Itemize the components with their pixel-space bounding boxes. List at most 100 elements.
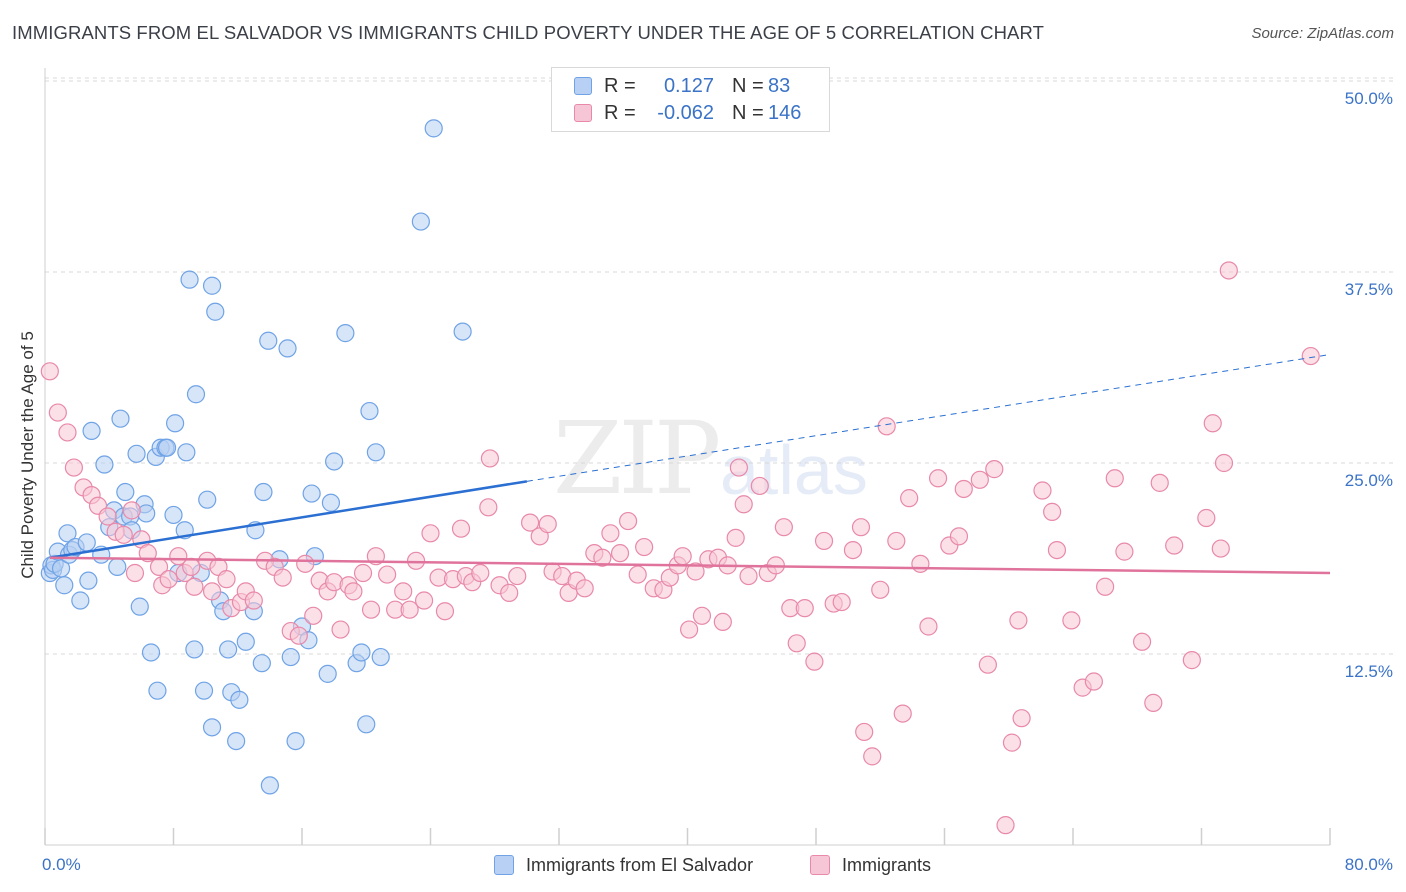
el-salvador-point-6 xyxy=(55,576,74,595)
el-salvador-point-40 xyxy=(180,270,199,289)
immigrants-point-71 xyxy=(575,579,594,598)
y-axis-label: Child Poverty Under the Age of 5 xyxy=(18,331,37,579)
immigrants-point-53 xyxy=(435,602,455,621)
immigrants-point-58 xyxy=(471,563,490,583)
immigrants-point-31 xyxy=(273,568,292,587)
y-tick-label-0: 12.5% xyxy=(1345,662,1393,681)
immigrants-point-123 xyxy=(985,460,1004,479)
immigrants-point-141 xyxy=(1182,651,1201,670)
el-salvador-point-20 xyxy=(111,409,130,428)
immigrants-point-110 xyxy=(871,580,890,599)
el-salvador-point-55 xyxy=(236,632,255,651)
el-salvador-point-35 xyxy=(164,505,183,525)
legend-row-pink: R = -0.062 N = 146 xyxy=(574,100,808,126)
r-value: -0.062 xyxy=(657,101,714,124)
immigrants-point-78 xyxy=(635,537,654,557)
immigrants-point-74 xyxy=(601,524,620,543)
immigrants-point-138 xyxy=(1144,693,1163,712)
el-salvador-point-39 xyxy=(177,443,196,462)
y-tick-label-1: 25.0% xyxy=(1345,471,1393,490)
el-salvador-point-58 xyxy=(252,654,271,673)
y-tick-label-2: 37.5% xyxy=(1345,280,1393,299)
el-salvador-point-34 xyxy=(157,438,177,457)
el-salvador-point-60 xyxy=(259,331,278,350)
immigrants-point-109 xyxy=(863,747,882,766)
el-salvador-point-25 xyxy=(127,444,146,463)
immigrants-point-100 xyxy=(787,634,806,653)
x-tick-label-max: 80.0% xyxy=(1345,855,1393,874)
el-salvador-point-51 xyxy=(219,640,238,659)
immigrants-point-117 xyxy=(928,469,948,488)
immigrants-point-11 xyxy=(125,563,145,583)
immigrants-point-64 xyxy=(520,513,540,532)
el-salvador-point-45 xyxy=(198,490,217,509)
el-salvador-point-75 xyxy=(352,643,371,662)
immigrants-point-63 xyxy=(508,566,527,586)
blue-swatch-icon xyxy=(574,77,592,95)
immigrants-point-51 xyxy=(421,524,440,543)
el-salvador-point-26 xyxy=(130,597,149,616)
immigrants-point-73 xyxy=(593,548,612,567)
el-salvador-point-7 xyxy=(58,524,77,543)
el-salvador-point-41 xyxy=(185,640,204,659)
correlation-legend: R = 0.127 N = 83 R = -0.062 N = 146 xyxy=(551,67,830,132)
el-salvador-point-44 xyxy=(194,681,214,700)
series-el-salvador-points xyxy=(40,119,472,795)
immigrants-point-137 xyxy=(1132,632,1152,651)
immigrants-point-85 xyxy=(686,562,705,581)
legend-label-el-salvador: Immigrants from El Salvador xyxy=(526,854,754,875)
immigrants-point-143 xyxy=(1203,414,1222,433)
n-label: N = xyxy=(732,101,764,124)
immigrants-point-129 xyxy=(1043,502,1062,521)
trend-el-salvador-solid xyxy=(49,480,528,559)
immigrants-point-95 xyxy=(750,476,769,496)
legend-label-immigrants: Immigrants xyxy=(842,854,932,875)
legend-item-immigrants: Immigrants xyxy=(810,852,931,878)
immigrants-point-134 xyxy=(1096,577,1115,596)
trend-el-salvador-dashed xyxy=(526,354,1331,482)
el-salvador-point-54 xyxy=(230,690,249,709)
immigrants-point-116 xyxy=(919,617,938,636)
immigrants-point-35 xyxy=(304,606,323,625)
el-salvador-point-13 xyxy=(79,571,98,590)
immigrants-point-84 xyxy=(680,620,699,639)
immigrants-point-128 xyxy=(1033,481,1052,500)
immigrants-point-2 xyxy=(58,423,77,442)
el-salvador-point-64 xyxy=(281,647,300,667)
immigrants-point-9 xyxy=(114,525,133,544)
el-salvador-point-79 xyxy=(371,647,390,667)
immigrants-point-144 xyxy=(1211,539,1230,558)
el-salvador-point-42 xyxy=(186,385,206,404)
el-salvador-point-73 xyxy=(336,324,355,343)
immigrants-point-3 xyxy=(64,458,84,477)
immigrants-point-120 xyxy=(954,479,973,499)
immigrants-point-24 xyxy=(217,570,236,589)
chart-title: IMMIGRANTS FROM EL SALVADOR VS IMMIGRANT… xyxy=(12,22,1044,43)
immigrants-point-47 xyxy=(394,582,413,601)
n-value: 146 xyxy=(768,101,802,124)
immigrants-point-106 xyxy=(843,540,863,560)
immigrants-point-43 xyxy=(361,600,381,619)
el-salvador-point-76 xyxy=(357,715,376,734)
immigrants-point-39 xyxy=(331,620,350,639)
pink-legend-icon xyxy=(810,855,830,875)
immigrants-point-91 xyxy=(726,528,745,547)
immigrants-point-121 xyxy=(970,470,989,489)
el-salvador-point-47 xyxy=(202,276,222,295)
immigrants-point-145 xyxy=(1214,453,1234,473)
el-salvador-point-77 xyxy=(360,401,379,421)
immigrants-point-105 xyxy=(832,592,851,612)
el-salvador-point-78 xyxy=(366,443,385,462)
blue-legend-icon xyxy=(494,855,514,875)
immigrants-point-98 xyxy=(774,518,793,537)
immigrants-point-133 xyxy=(1084,672,1103,691)
immigrants-point-140 xyxy=(1165,536,1184,555)
immigrants-point-119 xyxy=(949,527,969,546)
r-label: R = xyxy=(604,74,636,97)
immigrants-point-92 xyxy=(729,458,749,477)
immigrants-point-22 xyxy=(202,582,222,601)
el-salvador-point-53 xyxy=(227,731,246,751)
el-salvador-point-29 xyxy=(141,643,161,662)
immigrants-point-108 xyxy=(855,722,874,742)
immigrants-point-20 xyxy=(185,577,204,596)
